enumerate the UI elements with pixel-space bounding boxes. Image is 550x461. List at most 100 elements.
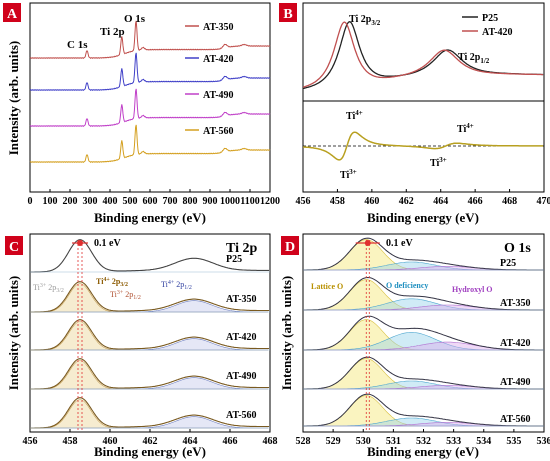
panel-a-badge-label: A (7, 7, 18, 22)
panel-d-tick-label-4: 532 (416, 436, 431, 447)
panel-d-series-label-3: AT-490 (500, 377, 531, 388)
panel-b-ti2p32-label: Ti 2p3/2 (349, 14, 381, 27)
panel-c-traces: P25 AT-350 AT-420 AT-490 AT-560 (30, 239, 270, 430)
panel-d-series-label-2: AT-420 (500, 338, 531, 349)
panel-c-trace-at-350 (30, 281, 269, 313)
panel-d-title: O 1s (504, 241, 531, 256)
panel-b-tick-label-3: 462 (399, 196, 414, 207)
panel-b-badge-label: B (283, 7, 292, 22)
panel-a-trace-at-560 (29, 124, 271, 163)
panel-d-shift-dot (364, 240, 371, 246)
panel-c-xticks: 456 458 460 462 464 466 468 (23, 429, 278, 447)
panel-d-trace-at-350 (303, 276, 544, 311)
panel-d-trace-p25 (303, 237, 544, 271)
panel-b-spectra (302, 20, 544, 90)
panel-b-xlabel: Binding energy (eV) (367, 210, 479, 225)
panel-b-ti4-label-a: Ti4+ (346, 109, 363, 122)
panel-c-ti3-32: Ti3+ 2p3/2 (33, 283, 64, 294)
panel-d-tick-label-7: 535 (506, 436, 521, 447)
panel-c-series-label-3: AT-490 (226, 371, 257, 382)
legend-p25-label: P25 (482, 13, 498, 24)
panel-a-tick-label-0: 0 (28, 196, 33, 207)
panel-a-trace-at-490 (29, 88, 271, 127)
panel-b-tick-label-7: 470 (537, 196, 550, 207)
panel-d-trace-at-560 (303, 393, 544, 427)
panel-d-badge (281, 236, 299, 255)
panel-a-ylabel: Intensity (arb. units) (6, 41, 21, 156)
panel-b-tick-label-1: 458 (330, 196, 345, 207)
panel-a-legend-label-2: AT-490 (203, 90, 234, 101)
panel-d-badge-label: D (285, 240, 295, 255)
panel-b-tick-label-5: 466 (468, 196, 483, 207)
panel-a-tick-label-7: 700 (163, 196, 178, 207)
panel-c-tick-label-0: 456 (23, 436, 38, 447)
panel-c-series-label-1: AT-350 (226, 294, 257, 305)
panel-a-o1s-label: O 1s (124, 13, 146, 25)
panel-d-lattice-label: Lattice O (311, 282, 343, 291)
panel-a-tick-label-3: 300 (83, 196, 98, 207)
panel-b-ti3-label-b: Ti3+ (430, 156, 447, 169)
panel-d-hydroxyl-label: Hydroxyl O (452, 285, 493, 294)
panel-c-tick-label-5: 466 (223, 436, 238, 447)
panel-a-c1s-label: C 1s (67, 39, 88, 51)
panel-c-ti4-32: Ti4+ 2p3/2 (96, 277, 128, 288)
panel-a-tick-label-2: 200 (63, 196, 78, 207)
panel-b-xticks: 456 458 460 462 464 466 468 470 (296, 189, 550, 207)
panel-d-series-label-4: AT-560 (500, 414, 531, 425)
panel-d-tick-label-6: 534 (476, 436, 491, 447)
legend-at420-label: AT-420 (482, 27, 513, 38)
panel-b-ti3-label-a: Ti3+ (340, 168, 357, 181)
panel-a-ti2p-label: Ti 2p (100, 26, 125, 38)
panel-a-trace-at-350 (29, 20, 271, 59)
panel-b-tick-label-0: 456 (296, 196, 311, 207)
panel-c-tick-label-1: 458 (63, 436, 78, 447)
panel-a-tick-label-11: 1100 (240, 196, 259, 207)
panel-d-tick-label-3: 531 (386, 436, 401, 447)
panel-a: A AT-350 AT-420 AT-490 AT-560 0 100 200 300 400… (3, 2, 280, 225)
panel-c-ylabel: Intensity (arb. units) (6, 276, 21, 391)
panel-a-tick-label-6: 600 (143, 196, 158, 207)
panel-b-tick-label-2: 460 (364, 196, 379, 207)
panel-c-trace-p25 (30, 239, 269, 273)
panel-d-traces: P25 AT-350 AT-420 AT-490 AT-560 (303, 237, 544, 430)
panel-c-ti3-12: Ti3+ 2p1/2 (110, 290, 141, 301)
panel-b-ti2p12-label: Ti 2p1/2 (458, 52, 490, 65)
panel-a-tick-label-4: 400 (103, 196, 118, 207)
panel-d-trace-at-490 (303, 356, 544, 390)
panel-a-tick-label-12: 1200 (260, 196, 280, 207)
panel-c-series-label-2: AT-420 (226, 332, 257, 343)
panel-b: B 456 458 460 462 464 466 468 470 Binding energ… (279, 2, 550, 225)
panel-a-tick-label-1: 100 (43, 196, 58, 207)
panel-d-tick-label-2: 530 (356, 436, 371, 447)
panel-c-shift-label: 0.1 eV (94, 238, 121, 249)
panel-b-difference-trace (303, 131, 544, 161)
panel-b-trace-at-420 (302, 21, 544, 88)
panel-a-tick-label-10: 1000 (220, 196, 240, 207)
panel-c-xlabel: Binding energy (eV) (94, 444, 206, 459)
panel-c-series-label-0: P25 (226, 254, 242, 265)
panel-d-tick-label-8: 536 (537, 436, 550, 447)
panel-d-tick-label-0: 528 (296, 436, 311, 447)
panel-c-trace-at-490 (30, 358, 269, 390)
panel-d-tick-label-5: 533 (446, 436, 461, 447)
panel-d-series-label-0: P25 (500, 258, 516, 269)
panel-a-xlabel: Binding energy (eV) (94, 210, 206, 225)
panel-c-tick-label-2: 460 (103, 436, 118, 447)
panel-a-badge (3, 3, 21, 22)
panel-b-badge (279, 3, 297, 22)
panel-c-badge-label: C (9, 240, 19, 255)
panel-c-series-label-4: AT-560 (226, 410, 257, 421)
panel-a-xticks: 0 100 200 300 400 500 600 700 800 900 1000 1100 1200 (28, 189, 280, 207)
panel-d-xlabel: Binding energy (eV) (367, 444, 479, 459)
panel-a-tick-label-9: 900 (203, 196, 218, 207)
panel-a-traces: AT-350 AT-420 AT-490 AT-560 (29, 20, 271, 163)
panel-b-ti4-label-b: Ti4+ (457, 122, 474, 135)
panel-c-trace-at-560 (30, 397, 269, 429)
panel-c-title: Ti 2p (226, 241, 257, 256)
panel-d-trace-at-420 (303, 315, 544, 351)
panel-c-badge (5, 236, 23, 255)
panel-c-shift-dot (77, 240, 83, 246)
panel-a-tick-label-5: 500 (123, 196, 138, 207)
